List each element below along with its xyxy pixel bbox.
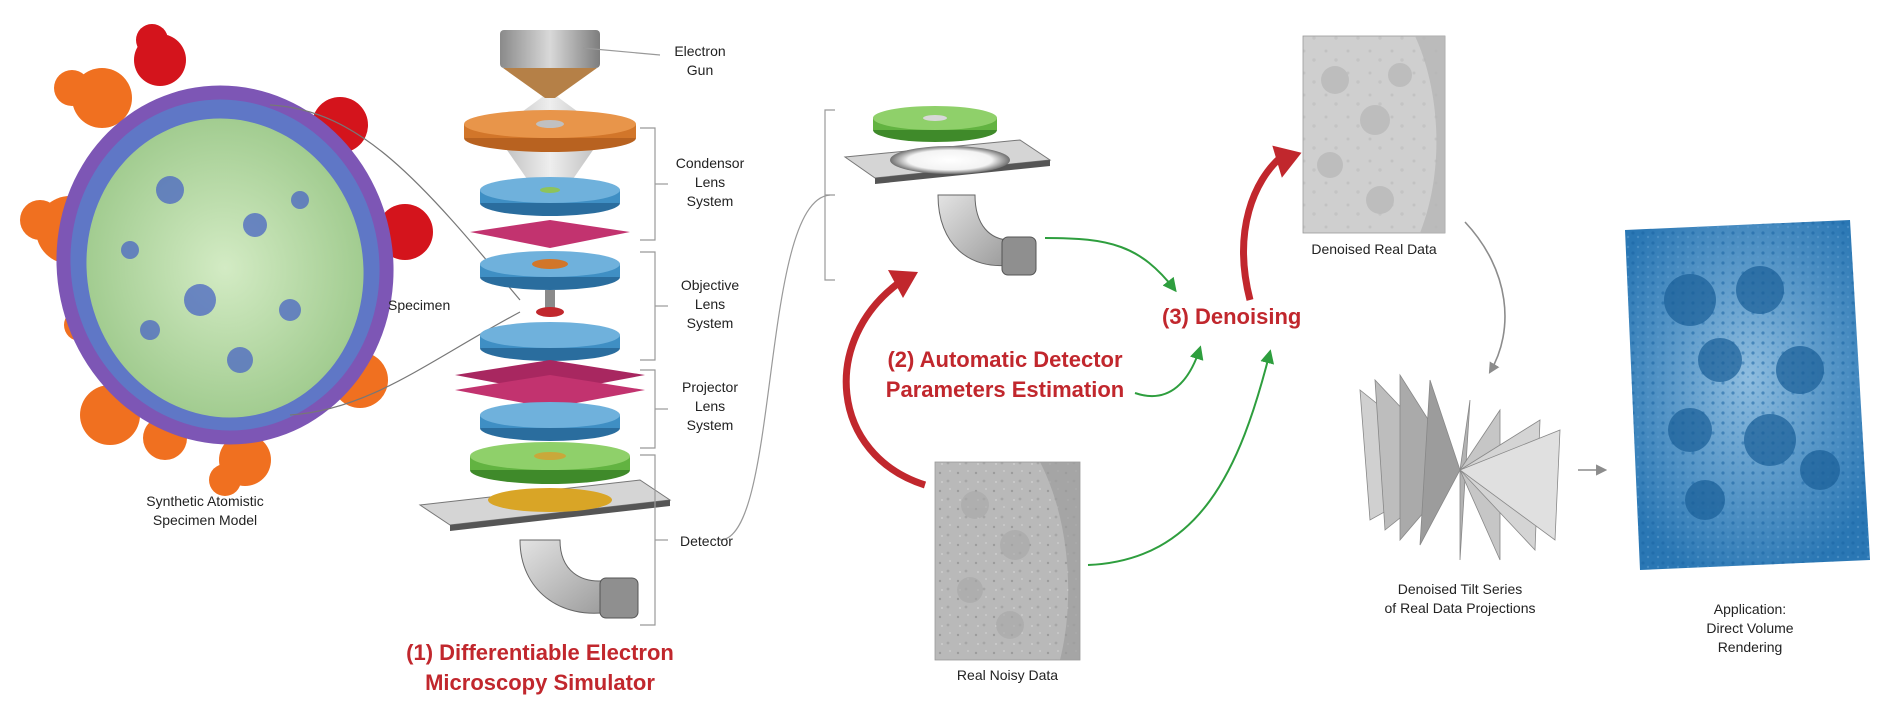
step-2-line2: Parameters Estimation [885,377,1125,402]
detector-plate [418,479,672,531]
condensor-ring [464,110,636,152]
label-real-noisy-data: Real Noisy Data [956,667,1059,683]
label-specimen-model: Synthetic Atomistic Specimen Model [105,492,305,530]
label-tilt-series: Denoised Tilt Series of Real Data Projec… [1355,580,1565,618]
label-projector-line3: System [686,417,734,433]
step-1-title: (1) Differentiable Electron Microscopy S… [360,638,720,698]
step-1-line2: Microscopy Simulator [425,670,655,695]
label-application-line1: Application: [1713,601,1787,617]
red-arrow-up-left [842,279,927,489]
green-arrows [1044,237,1275,566]
label-electron-gun-line1: Electron [674,43,726,59]
projector-lens [480,402,620,441]
step-2-title: (2) Automatic Detector Parameters Estima… [855,345,1155,405]
label-application-line3: Rendering [1717,639,1783,655]
label-detector: Detector [680,533,733,549]
red-arrow-up-right [1240,155,1283,301]
objective-lens-upper [480,251,620,290]
label-denoised-real-data: Denoised Real Data [1311,241,1437,257]
condensor-lens [480,177,620,216]
label-projector-line1: Projector [681,379,739,395]
detector-ring [470,442,630,484]
label-electron-gun-line2: Gun [686,62,714,78]
virus-specimen-model [20,24,521,496]
label-projector-line2: Lens [694,398,726,414]
label-objective-line3: System [686,315,734,331]
microscope-column [418,30,835,626]
projector-aperture-2 [455,375,645,408]
green-arrow-3 [1087,349,1275,566]
detector-camera [519,539,639,619]
red-arrows [842,145,1302,489]
step-3-title: (3) Denoising [1162,304,1302,329]
volume-rendering [1625,220,1870,570]
condensor-aperture [470,220,630,248]
objective-lens-lower [480,322,620,361]
label-specimen-model-line1: Synthetic Atomistic [146,493,264,509]
label-projector: Projector Lens System [655,378,765,435]
tilt-series-fan [1359,373,1561,561]
electron-gun [500,30,600,98]
label-specimen-model-line2: Specimen Model [152,512,258,528]
label-electron-gun: Electron Gun [650,42,750,80]
label-condensor: Condensor Lens System [655,154,765,211]
green-arrow-1 [1044,237,1177,293]
label-objective: Objective Lens System [655,276,765,333]
label-tilt-series-line1: Denoised Tilt Series [1397,581,1523,597]
step-1-line1: (1) Differentiable Electron [406,640,674,665]
label-specimen: Specimen [388,297,451,313]
real-noisy-image [934,461,1081,661]
green-arrow-2 [1134,345,1204,398]
label-condensor-line3: System [686,193,734,209]
detector-estimation-model [843,106,1052,276]
step-2-line1: (2) Automatic Detector [887,347,1123,372]
label-application-line2: Direct Volume [1706,620,1794,636]
label-condensor-line1: Condensor [675,155,745,171]
specimen-holder [536,290,564,317]
gray-arrows [1464,221,1608,476]
label-application: Application: Direct Volume Rendering [1680,600,1820,657]
virus-protein-clusters [121,176,309,373]
denoised-real-image [1302,35,1446,234]
label-tilt-series-line2: of Real Data Projections [1384,600,1536,616]
label-condensor-line2: Lens [694,174,726,190]
label-objective-line2: Lens [694,296,726,312]
label-objective-line1: Objective [680,277,740,293]
column-brackets [582,47,668,626]
gray-arrow-down [1464,221,1506,374]
